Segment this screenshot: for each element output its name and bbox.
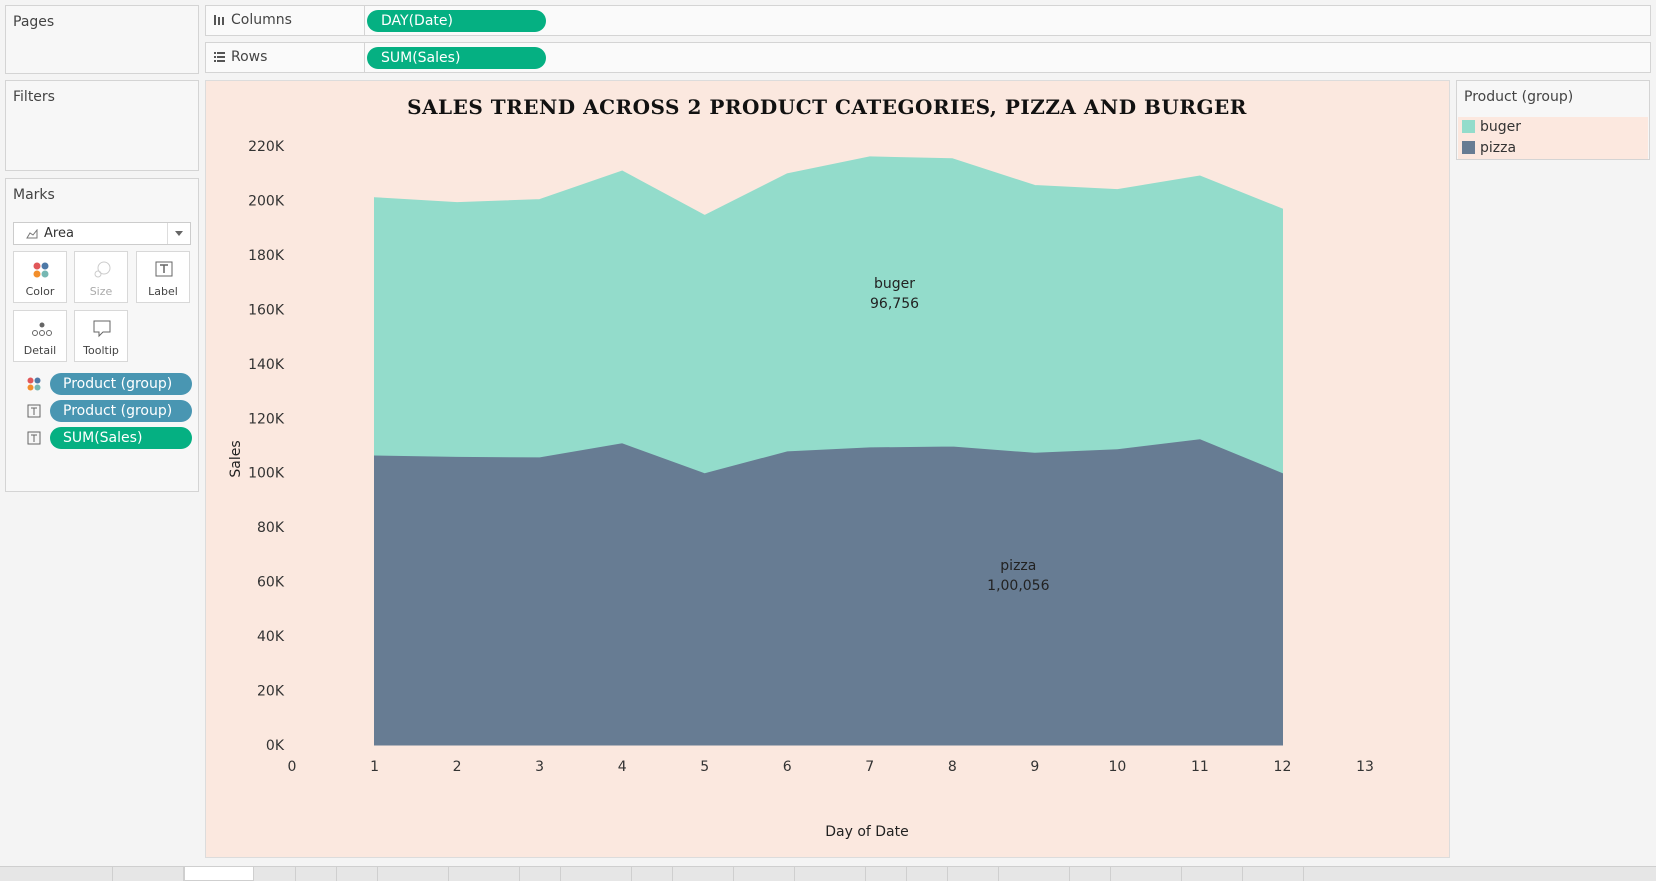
x-tick-label: 13 (1356, 759, 1374, 775)
chart-view[interactable]: SALES TREND ACROSS 2 PRODUCT CATEGORIES,… (205, 80, 1450, 858)
label-icon (27, 431, 41, 445)
columns-label: Columns (231, 12, 292, 28)
columns-divider (364, 6, 365, 35)
y-tick-label: 40K (257, 629, 285, 645)
y-tick-label: 120K (248, 411, 285, 427)
area-series-buger[interactable] (374, 156, 1283, 474)
label-icon (27, 404, 41, 418)
mark-label-buger-name: buger (874, 276, 915, 292)
color-button-label: Color (25, 285, 55, 298)
label-icon (155, 261, 173, 277)
legend-swatch-buger (1462, 120, 1475, 133)
color-legend[interactable]: Product (group) buger pizza (1456, 80, 1650, 160)
x-tick-label: 3 (535, 759, 544, 775)
active-sheet-tab[interactable] (184, 866, 254, 881)
tooltip-icon (93, 320, 111, 338)
filters-title: Filters (13, 89, 55, 105)
legend-title: Product (group) (1464, 89, 1574, 105)
x-tick-label: 1 (370, 759, 379, 775)
x-tick-label: 6 (783, 759, 792, 775)
pages-shelf[interactable]: Pages (5, 5, 199, 74)
filters-shelf[interactable]: Filters (5, 80, 199, 171)
marks-pill-product-group-label[interactable]: Product (group) (50, 400, 192, 422)
x-tick-label: 8 (948, 759, 957, 775)
marks-pill-product-group-color[interactable]: Product (group) (50, 373, 192, 395)
pages-title: Pages (13, 14, 55, 30)
y-tick-label: 160K (248, 302, 285, 318)
x-tick-label: 9 (1030, 759, 1039, 775)
rows-icon (214, 52, 225, 62)
tooltip-button-label: Tooltip (83, 344, 119, 357)
label-button-label: Label (148, 285, 178, 298)
marks-pill-sum-sales-label[interactable]: SUM(Sales) (50, 427, 192, 449)
y-tick-label: 140K (248, 357, 285, 373)
legend-item-buger[interactable]: buger (1458, 117, 1648, 138)
legend-item-pizza[interactable]: pizza (1458, 138, 1648, 159)
y-tick-label: 180K (248, 248, 285, 264)
y-tick-label: 200K (248, 193, 285, 209)
area-mark-icon (26, 229, 38, 239)
color-dots-icon (27, 377, 41, 391)
y-tick-label: 220K (248, 139, 285, 155)
x-axis-title: Day of Date (825, 824, 909, 840)
rows-label: Rows (231, 49, 268, 65)
mark-label-buger-value: 96,756 (870, 296, 919, 312)
x-tick-label: 7 (865, 759, 874, 775)
columns-label-wrap: Columns (213, 12, 292, 28)
rows-label-wrap: Rows (213, 49, 267, 65)
x-tick-label: 2 (453, 759, 462, 775)
mark-label-pizza-name: pizza (1000, 558, 1036, 574)
color-dots-icon (33, 262, 49, 278)
legend-swatch-pizza (1462, 141, 1475, 154)
detail-button[interactable]: Detail (13, 310, 67, 362)
y-tick-label: 0K (266, 738, 285, 754)
x-tick-label: 10 (1108, 759, 1126, 775)
columns-icon (214, 15, 224, 25)
columns-pill-day-date[interactable]: DAY(Date) (367, 10, 546, 32)
chart-title: SALES TREND ACROSS 2 PRODUCT CATEGORIES,… (407, 95, 1247, 119)
columns-shelf[interactable]: Columns DAY(Date) (205, 5, 1651, 36)
rows-shelf[interactable]: Rows SUM(Sales) (205, 42, 1651, 73)
size-button[interactable]: Size (74, 251, 128, 303)
size-button-label: Size (89, 285, 113, 298)
x-tick-label: 5 (700, 759, 709, 775)
legend-label-buger: buger (1480, 119, 1522, 135)
rows-pill-sum-sales[interactable]: SUM(Sales) (367, 47, 546, 69)
y-axis-title: Sales (228, 440, 244, 477)
mark-label-pizza-value: 1,00,056 (987, 578, 1049, 594)
y-tick-label: 80K (257, 520, 285, 536)
y-tick-label: 100K (248, 466, 285, 482)
size-icon (94, 261, 111, 278)
x-tick-label: 11 (1191, 759, 1209, 775)
y-tick-label: 60K (257, 575, 285, 591)
tooltip-button[interactable]: Tooltip (74, 310, 128, 362)
sheet-tab-bar[interactable] (0, 866, 1656, 881)
detail-icon (32, 322, 52, 336)
detail-button-label: Detail (23, 344, 57, 357)
x-tick-label: 0 (288, 759, 297, 775)
chevron-down-icon (175, 231, 183, 236)
legend-label-pizza: pizza (1480, 140, 1517, 156)
x-tick-label: 12 (1274, 759, 1292, 775)
marks-title: Marks (13, 187, 55, 203)
area-chart: SALES TREND ACROSS 2 PRODUCT CATEGORIES,… (228, 95, 1374, 840)
mark-type-dropdown[interactable]: Area (13, 222, 191, 245)
y-tick-label: 20K (257, 684, 285, 700)
rows-divider (364, 43, 365, 72)
label-button[interactable]: Label (136, 251, 190, 303)
color-button[interactable]: Color (13, 251, 67, 303)
marks-card: Marks Area Color Size Label Detail Toolt… (5, 178, 199, 492)
x-tick-label: 4 (618, 759, 627, 775)
mark-type-value: Area (44, 226, 74, 241)
area-series-pizza[interactable] (374, 438, 1283, 746)
